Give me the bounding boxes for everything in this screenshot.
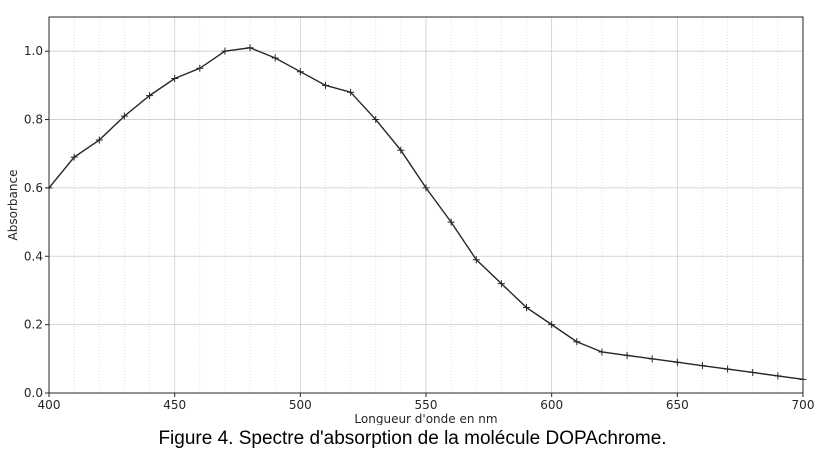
data-point-marker xyxy=(171,75,179,83)
data-point-marker xyxy=(422,184,430,192)
y-axis-title: Absorbance xyxy=(6,170,20,241)
data-point-marker xyxy=(146,92,154,100)
data-point-marker xyxy=(472,256,480,264)
data-point-marker xyxy=(271,54,279,62)
data-point-marker xyxy=(698,362,706,370)
y-tick-label: 0.2 xyxy=(24,318,43,332)
data-point-marker xyxy=(573,338,581,346)
y-tick-label: 1.0 xyxy=(24,44,43,58)
x-tick-label: 550 xyxy=(415,398,438,412)
absorption-spectrum-chart: 400 450 500 550 600 650 700 0.0 0.2 0.4 0.6 0.8 1.0… xyxy=(6,16,815,425)
data-point-marker xyxy=(648,355,656,363)
data-point-marker xyxy=(321,81,329,89)
data-point-marker xyxy=(221,47,229,55)
data-point-marker xyxy=(296,68,304,76)
data-point-marker xyxy=(623,351,631,359)
data-point-marker xyxy=(447,218,455,226)
data-point-marker xyxy=(548,321,556,329)
data-point-marker xyxy=(120,112,128,120)
data-point-marker xyxy=(724,365,732,373)
x-axis-title: Longueur d'onde en nm xyxy=(354,412,497,425)
data-point-marker xyxy=(347,88,355,96)
y-tick-label: 0.0 xyxy=(24,386,43,400)
data-point-marker xyxy=(523,304,531,312)
x-tick-label: 400 xyxy=(38,398,61,412)
x-tick-label: 700 xyxy=(792,398,815,412)
x-axis-ticks: 400 450 500 550 600 650 700 xyxy=(38,393,815,412)
x-tick-label: 500 xyxy=(289,398,312,412)
data-point-marker xyxy=(673,358,681,366)
x-tick-label: 650 xyxy=(666,398,689,412)
figure-caption: Figure 4. Spectre d'absorption de la mol… xyxy=(158,428,667,449)
x-tick-label: 450 xyxy=(163,398,186,412)
y-axis-ticks: 0.0 0.2 0.4 0.6 0.8 1.0 xyxy=(24,44,49,400)
y-tick-label: 0.8 xyxy=(24,113,43,127)
data-point-marker xyxy=(246,44,254,52)
data-point-marker xyxy=(497,280,505,288)
x-tick-label: 600 xyxy=(540,398,563,412)
major-grid xyxy=(48,17,804,394)
data-point-marker xyxy=(70,153,78,161)
data-point-marker xyxy=(372,116,380,124)
y-tick-label: 0.4 xyxy=(24,249,43,263)
data-point-marker xyxy=(598,348,606,356)
data-point-marker xyxy=(95,136,103,144)
data-point-marker xyxy=(774,372,782,380)
data-point-marker xyxy=(196,64,204,72)
y-tick-label: 0.6 xyxy=(24,181,43,195)
data-point-marker xyxy=(749,368,757,376)
data-point-marker xyxy=(397,146,405,154)
